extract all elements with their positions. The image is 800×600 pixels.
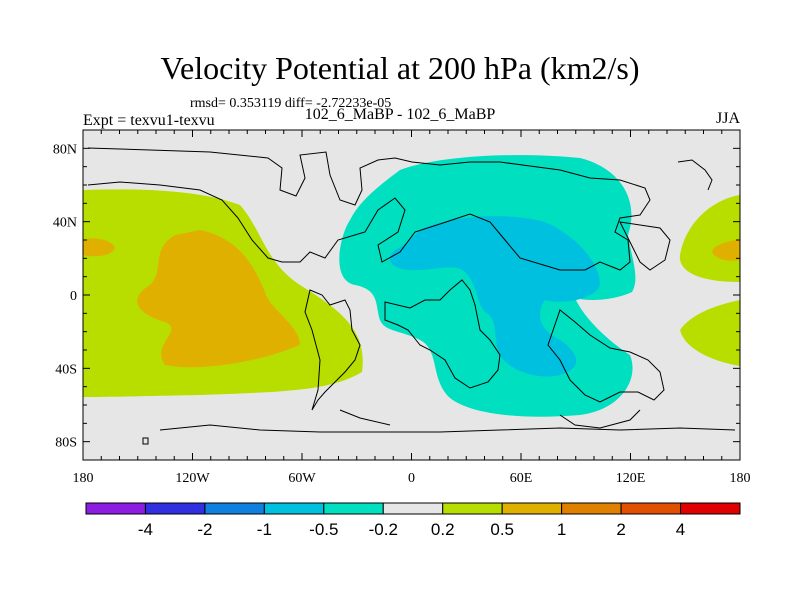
coastline-segment bbox=[547, 309, 665, 403]
x-tick-label: 60W bbox=[288, 471, 316, 486]
coastline-segment bbox=[87, 147, 651, 271]
contour-dateline-max bbox=[83, 238, 115, 257]
colorbar-swatch bbox=[680, 502, 741, 515]
colorbar-label: -2 bbox=[197, 520, 212, 539]
x-tick-label: 120E bbox=[616, 471, 646, 486]
colorbar-label: 1 bbox=[557, 520, 566, 539]
stats-text: rmsd= 0.353119 diff= -2.72233e-05 bbox=[190, 96, 392, 111]
y-tick-label: 80S bbox=[55, 436, 77, 451]
colorbar-label: -0.5 bbox=[309, 520, 338, 539]
coastline-segment bbox=[559, 409, 641, 429]
contour-east-positive-north bbox=[679, 195, 740, 282]
colorbar-label: 2 bbox=[616, 520, 625, 539]
y-tick-label: 40S bbox=[55, 362, 77, 377]
contour-east-min bbox=[389, 216, 600, 377]
x-tick-label: 0 bbox=[408, 471, 415, 486]
x-tick-label: 120W bbox=[175, 471, 210, 486]
colorbar-label: -1 bbox=[257, 520, 272, 539]
coastline-segment bbox=[384, 279, 501, 389]
coastline-segment bbox=[677, 159, 713, 191]
colorbar-label: 0.5 bbox=[490, 520, 514, 539]
colorbar-swatch bbox=[204, 502, 265, 515]
colorbar-label: -4 bbox=[138, 520, 153, 539]
colorbar-swatch bbox=[501, 502, 563, 515]
coastline-segment bbox=[159, 424, 736, 433]
coastline-segment bbox=[142, 437, 149, 445]
coastline-segment bbox=[619, 221, 671, 271]
contour-east-max bbox=[712, 240, 740, 261]
colorbar-swatch bbox=[263, 502, 325, 515]
y-tick-label: 0 bbox=[70, 289, 77, 304]
colorbar-swatch bbox=[561, 502, 622, 515]
colorbar-swatch bbox=[323, 502, 384, 515]
colorbar-label: 0.2 bbox=[431, 520, 455, 539]
coastline-segment bbox=[339, 409, 391, 426]
experiment-label: Expt = texvu1-texvu bbox=[83, 112, 215, 129]
case-label: 102_6_MaBP - 102_6_MaBP bbox=[304, 106, 496, 123]
coastline-segment bbox=[304, 289, 361, 411]
contour-east-positive-south bbox=[680, 300, 740, 366]
colorbar-swatch bbox=[144, 502, 206, 515]
x-tick-label: 180 bbox=[730, 471, 751, 486]
y-tick-label: 80N bbox=[53, 142, 77, 157]
colorbar-label: 4 bbox=[676, 520, 685, 539]
colorbar-label: -0.2 bbox=[369, 520, 398, 539]
colorbar-swatch bbox=[85, 502, 146, 515]
colorbar-swatch bbox=[442, 502, 503, 515]
season-label: JJA bbox=[715, 110, 740, 127]
coastlines bbox=[87, 147, 736, 445]
x-tick-label: 60E bbox=[510, 471, 533, 486]
contour-west-max bbox=[137, 230, 300, 368]
colorbar-swatch bbox=[620, 502, 682, 515]
chart-title: Velocity Potential at 200 hPa (km2/s) bbox=[160, 50, 640, 86]
colorbar-swatch bbox=[382, 502, 444, 515]
y-tick-label: 40N bbox=[53, 216, 77, 231]
x-tick-label: 180 bbox=[73, 471, 94, 486]
